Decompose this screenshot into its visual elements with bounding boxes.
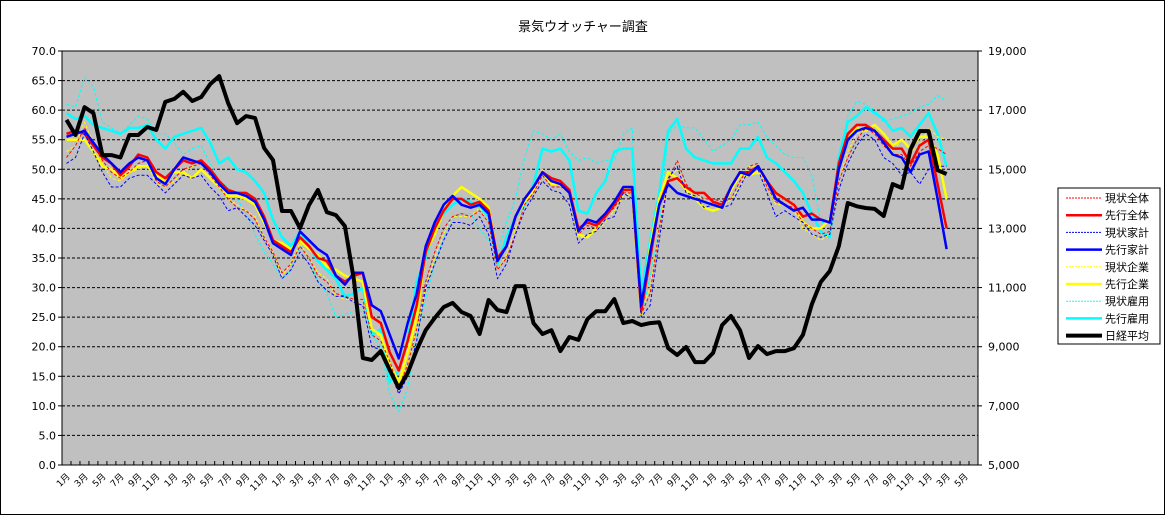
series-line-9 [64, 74, 948, 391]
left-tick-label: 5.0 [39, 429, 57, 442]
left-tick-label: 55.0 [32, 134, 57, 147]
chart-title: 景気ウオッチャー調査 [518, 19, 648, 35]
series-line-7 [66, 77, 947, 413]
left-tick-label: 15.0 [32, 370, 57, 383]
legend-label: 先行企業 [1105, 277, 1149, 291]
right-tick-label: 9,000 [988, 341, 1020, 354]
left-tick-label: 60.0 [32, 104, 57, 117]
right-tick-label: 19,000 [988, 45, 1027, 58]
series-line-4 [66, 126, 948, 360]
left-tick-label: 40.0 [32, 222, 57, 235]
legend-label: 現状企業 [1105, 260, 1149, 274]
legend-label: 日経平均 [1105, 330, 1149, 343]
series-line-1 [66, 127, 947, 389]
left-tick-label: 0.0 [39, 459, 57, 472]
left-tick-label: 50.0 [32, 163, 57, 176]
left-tick-label: 30.0 [32, 282, 57, 295]
left-tick-label: 35.0 [32, 252, 57, 265]
left-tick-label: 70.0 [32, 45, 57, 58]
right-tick-label: 15,000 [988, 163, 1027, 176]
left-tick-label: 20.0 [32, 341, 57, 354]
left-tick-label: 25.0 [32, 311, 57, 324]
legend-label: 先行全体 [1105, 208, 1149, 222]
legend-label: 現状全体 [1105, 191, 1149, 205]
right-tick-label: 5,000 [988, 459, 1020, 472]
left-tick-label: 10.0 [32, 400, 57, 413]
right-tick-label: 11,000 [988, 282, 1027, 295]
legend-label: 現状家計 [1105, 225, 1149, 239]
legend-label: 先行雇用 [1105, 311, 1149, 325]
left-tick-label: 65.0 [32, 75, 57, 88]
legend-label: 先行家計 [1105, 243, 1149, 257]
right-tick-label: 13,000 [988, 222, 1027, 235]
right-tick-label: 7,000 [988, 400, 1020, 413]
right-tick-label: 17,000 [988, 104, 1027, 117]
series-lines [64, 74, 948, 413]
right-axis: 5,000 7,000 9,000 11,000 13,000 15,000 17,000 1… [978, 45, 1027, 472]
series-line-8 [65, 105, 948, 384]
legend-label: 現状雇用 [1105, 294, 1149, 308]
left-tick-label: 45.0 [32, 193, 57, 206]
left-axis: 0.0 5.0 10.0 15.0 20.0 25.0 30.0 35.0 40.0 45.0 50… [32, 45, 62, 472]
